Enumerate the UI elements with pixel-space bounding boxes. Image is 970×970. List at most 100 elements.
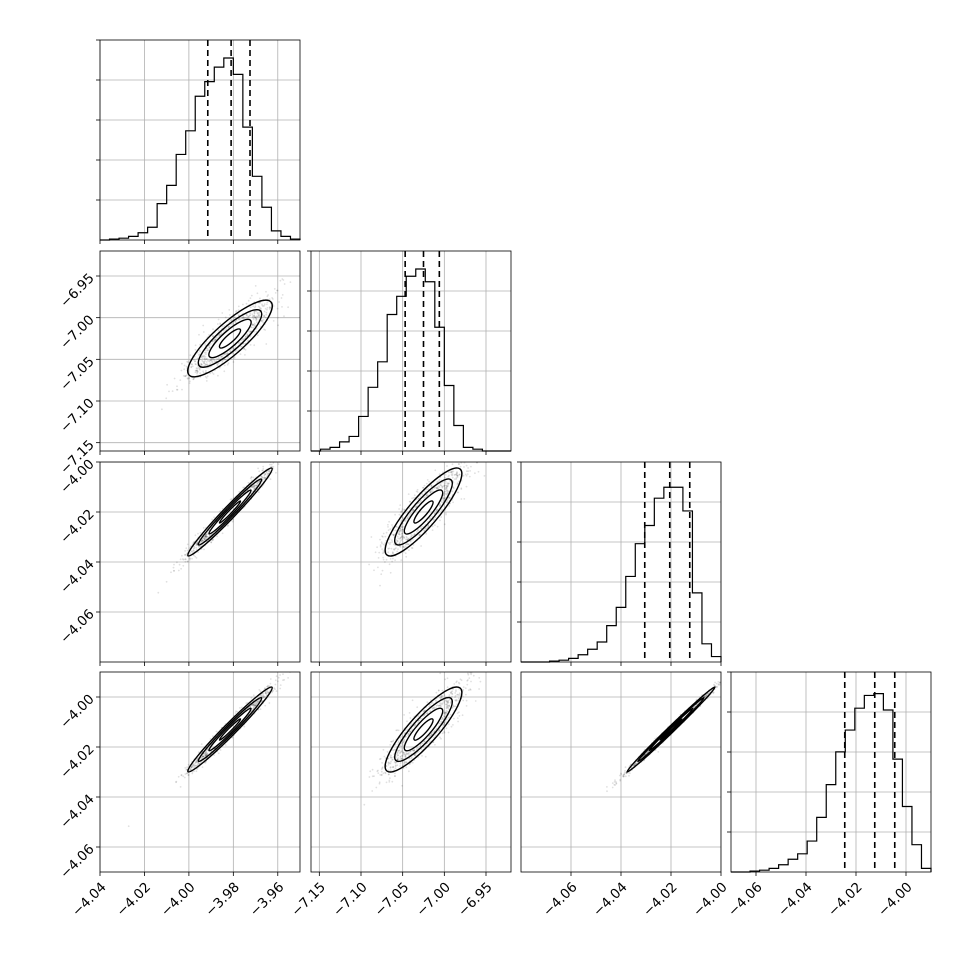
contour-level <box>208 489 252 535</box>
scatter-point <box>204 363 207 366</box>
scatter-point <box>197 546 200 548</box>
scatter-point <box>202 755 204 758</box>
scatter-point <box>434 469 437 472</box>
contour-level <box>197 309 263 368</box>
scatter-point <box>411 547 414 550</box>
scatter-point <box>216 358 219 361</box>
scatter-point <box>201 539 204 542</box>
scatter-point <box>176 388 179 391</box>
scatter-point <box>453 478 456 480</box>
scatter-point <box>282 668 284 670</box>
scatter-point <box>415 490 418 493</box>
scatter-point <box>389 756 392 759</box>
scatter-point <box>400 510 403 513</box>
scatter-point <box>452 688 455 690</box>
scatter-point <box>403 762 406 764</box>
scatter-point <box>426 701 429 704</box>
scatter-point <box>229 350 232 353</box>
scatter-point <box>212 335 214 338</box>
scatter-point <box>387 542 390 544</box>
scatter-point <box>459 678 462 681</box>
scatter-point <box>255 317 257 320</box>
scatter-point <box>205 353 207 356</box>
contour-level <box>197 696 263 763</box>
scatter-point <box>264 473 266 476</box>
scatter-point <box>168 390 170 393</box>
scatter-point <box>194 348 197 351</box>
scatter-point <box>411 761 414 764</box>
scatter-point <box>456 472 458 474</box>
scatter-point <box>412 538 414 541</box>
scatter-point <box>274 292 277 294</box>
scatter-point <box>448 694 451 696</box>
contour-level <box>187 467 273 557</box>
scatter-point <box>269 463 271 466</box>
scatter-point <box>261 469 264 472</box>
scatter-point <box>444 497 446 500</box>
scatter-point <box>211 334 214 337</box>
scatter-point <box>469 688 472 690</box>
scatter-point <box>406 761 408 764</box>
scatter-point <box>455 698 458 701</box>
scatter-point <box>413 533 416 536</box>
scatter-point <box>267 294 269 296</box>
scatter-point <box>719 681 721 684</box>
scatter-point <box>197 370 199 373</box>
scatter-point <box>200 363 203 366</box>
scatter-point <box>282 668 284 670</box>
scatter-point <box>456 474 459 476</box>
scatter-point <box>452 501 454 504</box>
scatter-point <box>619 779 622 782</box>
scatter-point <box>473 445 475 447</box>
scatter-point <box>403 739 406 742</box>
scatter-point <box>276 289 279 292</box>
scatter-point <box>390 754 392 757</box>
scatter-point <box>209 362 212 365</box>
scatter-point <box>212 328 214 331</box>
scatter-point <box>205 753 207 756</box>
scatter-point <box>188 376 191 379</box>
scatter-point <box>245 702 248 705</box>
scatter-point <box>429 491 431 493</box>
scatter-point <box>456 474 459 477</box>
scatter-point <box>466 473 469 475</box>
scatter-point <box>620 773 623 776</box>
scatter-point <box>255 704 257 706</box>
scatter-point <box>264 473 267 475</box>
scatter-point <box>272 462 275 464</box>
scatter-point <box>184 558 187 561</box>
scatter-point <box>254 704 257 707</box>
scatter-point <box>178 563 181 566</box>
scatter-point <box>388 547 391 550</box>
scatter-point <box>433 736 435 739</box>
scatter-point <box>191 765 193 768</box>
scatter-point <box>404 753 406 756</box>
scatter-point <box>208 334 210 336</box>
scatter-point <box>183 364 186 367</box>
scatter-point <box>397 548 399 550</box>
scatter-point <box>203 357 206 360</box>
scatter-point <box>405 761 408 763</box>
scatter-point <box>447 475 450 478</box>
scatter-point <box>203 752 206 755</box>
scatter-point <box>391 524 393 526</box>
scatter-point <box>191 772 194 775</box>
scatter-point <box>441 508 444 511</box>
scatter-point <box>243 317 245 320</box>
scatter-point <box>227 524 230 527</box>
scatter-point <box>269 682 272 685</box>
scatter-point <box>251 324 254 326</box>
scatter-point <box>455 472 458 475</box>
scatter-point <box>450 471 453 474</box>
scatter-point <box>441 695 444 697</box>
scatter-point <box>401 525 403 528</box>
scatter-point <box>251 323 254 326</box>
scatter-point <box>424 527 427 530</box>
scatter-point <box>254 306 256 309</box>
scatter-point <box>440 696 443 699</box>
scatter-point <box>425 482 428 485</box>
scatter-point <box>165 580 168 583</box>
scatter-point <box>456 717 459 719</box>
scatter-point <box>205 536 208 538</box>
scatter-point <box>242 338 244 341</box>
